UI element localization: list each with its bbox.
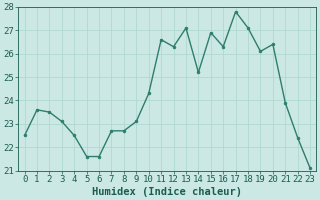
X-axis label: Humidex (Indice chaleur): Humidex (Indice chaleur) xyxy=(92,186,242,197)
